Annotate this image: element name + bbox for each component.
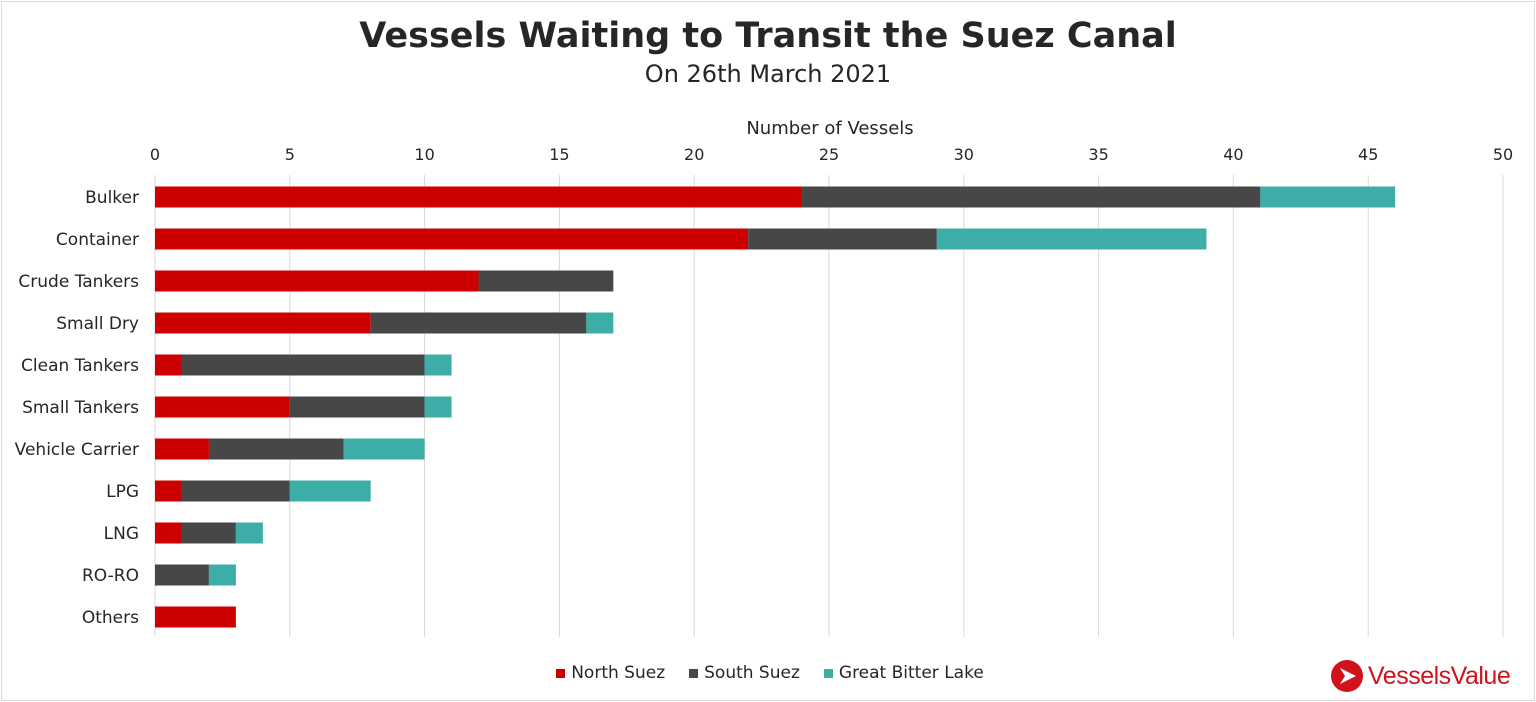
y-axis-categories: Bulker Container Crude Tankers Small Dry Cle… <box>15 188 139 628</box>
legend-swatch-great-bitter-lake <box>823 668 833 678</box>
bar-bulker-north-suez <box>155 186 803 208</box>
category-label-lng: LNG <box>104 524 139 544</box>
x-tick-label-40: 40 <box>1223 145 1243 164</box>
bar-bulker-great-bitter-lake <box>1260 186 1396 208</box>
category-label-vehicle-carrier: Vehicle Carrier <box>15 440 139 460</box>
bar-small-tankers-south-suez <box>289 396 425 418</box>
bar-lng-north-suez <box>155 522 182 544</box>
bar-small-dry-north-suez <box>155 312 371 334</box>
bar-lpg-south-suez <box>181 480 290 502</box>
legend-item-great-bitter-lake: Great Bitter Lake <box>823 663 984 683</box>
bar-small-dry-great-bitter-lake <box>586 312 614 334</box>
legend-swatch-south-suez <box>689 668 699 678</box>
bar-vehicle-carrier-great-bitter-lake <box>343 438 425 460</box>
bar-lpg-north-suez <box>155 480 182 502</box>
legend-label-south-suez: South Suez <box>704 663 800 683</box>
bar-ro-ro-great-bitter-lake <box>208 564 236 586</box>
category-label-ro-ro: RO-RO <box>82 566 139 586</box>
x-tick-label-35: 35 <box>1088 145 1108 164</box>
x-tick-label-10: 10 <box>414 145 434 164</box>
bar-ro-ro-south-suez <box>155 564 209 586</box>
bar-lng-great-bitter-lake <box>235 522 263 544</box>
chart-subtitle: On 26th March 2021 <box>644 60 892 88</box>
bar-others-north-suez <box>155 606 236 628</box>
bar-series <box>155 186 1396 628</box>
bar-small-tankers-great-bitter-lake <box>424 396 452 418</box>
category-label-small-tankers: Small Tankers <box>22 398 139 418</box>
x-tick-label-50: 50 <box>1493 145 1513 164</box>
vesselsvalue-logo: VesselsValue <box>1330 659 1511 693</box>
bar-container-north-suez <box>155 228 749 250</box>
bar-crude-tankers-south-suez <box>478 270 614 292</box>
x-tick-label-30: 30 <box>954 145 974 164</box>
bar-clean-tankers-great-bitter-lake <box>424 354 452 376</box>
bar-small-tankers-north-suez <box>155 396 290 418</box>
x-tick-label-15: 15 <box>549 145 569 164</box>
chart-title: Vessels Waiting to Transit the Suez Cana… <box>359 16 1177 56</box>
category-label-others: Others <box>82 608 139 628</box>
legend-swatch-north-suez <box>556 668 566 678</box>
x-axis-title: Number of Vessels <box>746 118 913 139</box>
legend-item-north-suez: North Suez <box>556 663 665 683</box>
bar-vehicle-carrier-north-suez <box>155 438 209 460</box>
bar-small-dry-south-suez <box>370 312 587 334</box>
category-label-crude-tankers: Crude Tankers <box>18 272 139 292</box>
x-axis-ticks: 0 5 10 15 20 25 30 35 40 45 50 <box>150 145 1513 164</box>
vesselsvalue-logo-icon <box>1331 660 1363 692</box>
x-tick-label-5: 5 <box>285 145 295 164</box>
legend-item-south-suez: South Suez <box>689 663 800 683</box>
category-label-bulker: Bulker <box>85 188 139 208</box>
bar-vehicle-carrier-south-suez <box>208 438 344 460</box>
bar-clean-tankers-south-suez <box>181 354 425 376</box>
bar-container-south-suez <box>748 228 937 250</box>
x-tick-label-25: 25 <box>819 145 839 164</box>
x-tick-label-45: 45 <box>1358 145 1378 164</box>
logo-text: VesselsValue <box>1368 661 1511 690</box>
category-label-clean-tankers: Clean Tankers <box>21 356 139 376</box>
x-tick-label-20: 20 <box>684 145 704 164</box>
bar-lng-south-suez <box>181 522 236 544</box>
category-label-small-dry: Small Dry <box>56 314 139 334</box>
bar-clean-tankers-north-suez <box>155 354 182 376</box>
bar-crude-tankers-north-suez <box>155 270 479 292</box>
bar-bulker-south-suez <box>802 186 1261 208</box>
x-tick-label-0: 0 <box>150 145 160 164</box>
bar-container-great-bitter-lake <box>936 228 1207 250</box>
legend-label-great-bitter-lake: Great Bitter Lake <box>838 663 984 683</box>
legend: North Suez South Suez Great Bitter Lake <box>0 663 1536 683</box>
legend-label-north-suez: North Suez <box>571 663 666 683</box>
bar-lpg-great-bitter-lake <box>289 480 371 502</box>
category-label-container: Container <box>56 230 139 250</box>
category-label-lpg: LPG <box>106 482 139 502</box>
